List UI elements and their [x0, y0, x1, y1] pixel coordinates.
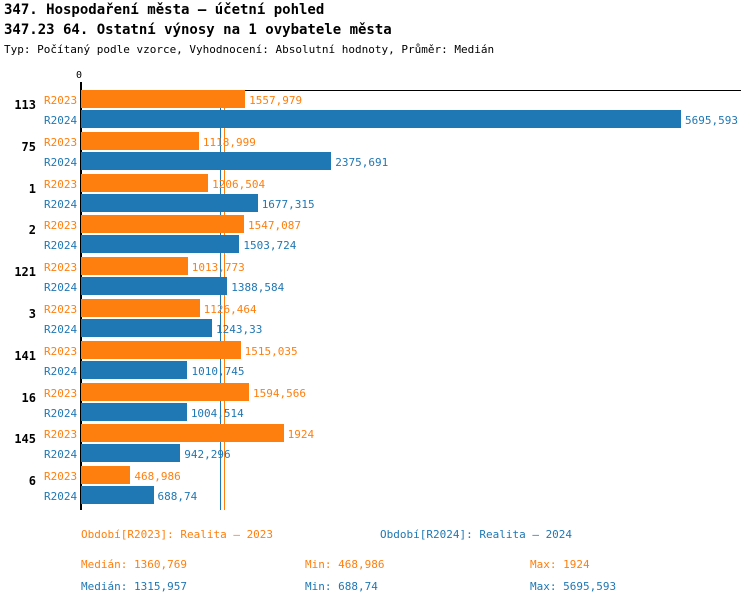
bar-value-label-r2023: 1118,999: [202, 135, 256, 149]
chart-row-group: 1 R2023 1206,504 R2024 1677,315: [0, 173, 750, 216]
bar-value-label-r2024: 1677,315: [261, 197, 315, 211]
row-series-label-r2024: R2024: [44, 155, 78, 169]
chart-row-group: 145 R2023 1924 R2024 942,296: [0, 424, 750, 466]
bar-r2023[interactable]: [81, 131, 199, 150]
legend-item-r2023[interactable]: Období[R2023]: Realita – 2023: [81, 528, 274, 541]
bar-value-label-r2023: 1924: [287, 428, 315, 442]
stat-median-2024: Medián: 1315,957: [81, 580, 187, 593]
bar-r2023[interactable]: [81, 215, 244, 234]
bar-r2024[interactable]: [81, 360, 188, 379]
bar-value-label-r2024: 1243,33: [215, 323, 263, 336]
bar-value-label-r2024: 1503,724: [243, 239, 297, 253]
bar-r2024[interactable]: [81, 486, 154, 505]
bar-value-label-r2024: 2375,691: [335, 155, 389, 169]
stat-min-2024: Min: 688,74: [305, 580, 378, 593]
bar-r2024[interactable]: [81, 402, 187, 421]
y-axis-spine: [80, 86, 82, 510]
row-category-label: 1: [28, 181, 36, 196]
row-series-label-r2023: R2023: [44, 303, 78, 316]
bar-r2023[interactable]: [81, 173, 209, 192]
bar-r2023[interactable]: [81, 424, 284, 443]
bar-value-label-r2023: 1515,035: [244, 344, 298, 358]
bar-value-label-r2024: 1388,584: [231, 281, 285, 295]
row-category-label: 2: [28, 223, 36, 238]
bar-r2024[interactable]: [81, 277, 228, 296]
axis-zero-label: 0: [76, 70, 83, 81]
row-series-label-r2023: R2023: [44, 386, 78, 400]
bar-value-label-r2024: 1004,514: [190, 406, 244, 420]
row-category-label: 6: [28, 474, 36, 489]
row-series-label-r2023: R2023: [44, 470, 78, 484]
row-series-label-r2023: R2023: [44, 344, 78, 358]
bar-r2023[interactable]: [81, 382, 249, 401]
row-series-label-r2024: R2024: [44, 281, 78, 295]
bar-value-label-r2023: 1126,464: [203, 303, 257, 316]
bar-r2023[interactable]: [81, 466, 131, 485]
row-category-label: 121: [14, 265, 36, 280]
row-category-label: 145: [14, 432, 36, 447]
chart-subtitle: Typ: Počítaný podle vzorce, Vyhodnocení:…: [4, 43, 495, 56]
row-category-label: 16: [21, 390, 36, 405]
bar-r2023[interactable]: [81, 90, 246, 108]
bar-value-label-r2023: 468,986: [134, 470, 181, 484]
x-axis-top-spine: [81, 90, 741, 91]
row-series-label-r2023: R2023: [44, 94, 78, 107]
bar-value-label-r2023: 1557,979: [249, 94, 303, 107]
bar-value-label-r2024: 688,74: [157, 490, 198, 504]
bar-value-label-r2023: 1594,566: [252, 386, 306, 400]
bar-r2024[interactable]: [81, 444, 181, 463]
chart-row-group: 141 R2023 1515,035 R2024 1010,745: [0, 340, 750, 383]
row-series-label-r2024: R2024: [44, 197, 78, 211]
row-category-label: 141: [14, 348, 36, 363]
chart-row-group: 16 R2023 1594,566 R2024 1004,514: [0, 382, 750, 425]
legend-item-r2024[interactable]: Období[R2024]: Realita – 2024: [380, 528, 573, 541]
bar-value-label-r2023: 1013,773: [191, 261, 245, 275]
chart-row-group: 75 R2023 1118,999 R2024 2375,691: [0, 131, 750, 174]
row-series-label-r2023: R2023: [44, 177, 78, 191]
row-series-label-r2024: R2024: [44, 114, 78, 127]
bar-value-label-r2024: 5695,593: [685, 114, 738, 127]
row-series-label-r2023: R2023: [44, 135, 78, 149]
row-series-label-r2023: R2023: [44, 219, 78, 233]
page-title: 347. Hospodaření města – účetní pohled: [4, 2, 325, 18]
row-series-label-r2024: R2024: [44, 323, 78, 336]
reference-line-median-2024: [219, 90, 221, 510]
row-series-label-r2023: R2023: [44, 261, 78, 275]
bar-r2023[interactable]: [81, 340, 241, 359]
stat-min-2023: Min: 468,986: [305, 558, 385, 571]
stat-median-2023: Medián: 1360,769: [81, 558, 187, 571]
row-series-label-r2024: R2024: [44, 448, 78, 462]
bar-r2024[interactable]: [81, 151, 332, 170]
row-category-label: 113: [14, 98, 36, 112]
stat-max-2023: Max: 1924: [530, 558, 590, 571]
bar-value-label-r2023: 1206,504: [212, 177, 266, 191]
row-category-label: 75: [21, 139, 36, 154]
chart-row-group: 3 R2023 1126,464 R2024 1243,33: [0, 299, 750, 341]
reference-line-median-2023: [224, 90, 226, 510]
bar-r2023[interactable]: [81, 299, 200, 317]
bar-r2024[interactable]: [81, 193, 258, 212]
chart-row-group: 121 R2023 1013,773 R2024 1388,584: [0, 257, 750, 299]
bar-value-label-r2024: 942,296: [184, 448, 231, 462]
stat-max-2024: Max: 5695,593: [530, 580, 617, 593]
bar-value-label-r2023: 1547,087: [247, 219, 301, 233]
chart-row-group: 2 R2023 1547,087 R2024 1503,724: [0, 215, 750, 257]
row-series-label-r2023: R2023: [44, 428, 78, 442]
chart-row-group: 113 R2023 1557,979 R2024 5695,593: [0, 90, 750, 132]
row-series-label-r2024: R2024: [44, 239, 78, 253]
row-category-label: 3: [28, 307, 36, 321]
row-series-label-r2024: R2024: [44, 406, 78, 420]
row-series-label-r2024: R2024: [44, 490, 78, 504]
chart-row-group: 6 R2023 468,986 R2024 688,74: [0, 466, 750, 508]
row-series-label-r2024: R2024: [44, 364, 78, 378]
bar-r2024[interactable]: [81, 235, 240, 254]
bar-r2024[interactable]: [81, 110, 681, 128]
bar-r2023[interactable]: [81, 257, 188, 276]
bar-value-label-r2024: 1010,745: [191, 364, 245, 378]
bar-r2024[interactable]: [81, 319, 212, 337]
chart-title: 347.23 64. Ostatní výnosy na 1 ovybatele…: [4, 22, 392, 38]
